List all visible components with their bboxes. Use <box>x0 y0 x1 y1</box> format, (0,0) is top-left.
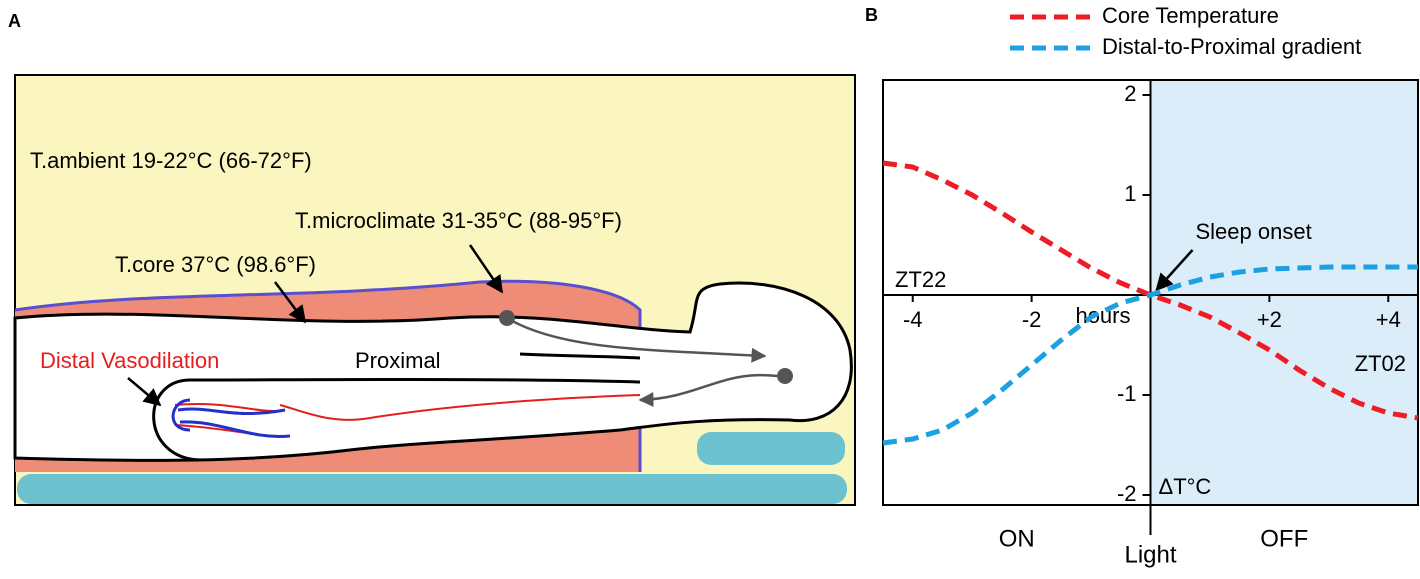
line <box>882 160 1419 421</box>
flow-arrow <box>506 316 767 363</box>
legend-label: Distal-to-Proximal gradient <box>1102 34 1361 59</box>
panel-b: B ON OFF Light -2 -1 1 2 -4 -2 +2 +4 hours ΔT°C ZT22 ZT… <box>865 3 1419 568</box>
arm-line <box>519 352 641 360</box>
flow-arrow <box>638 373 778 408</box>
core-label: T.core 37°C (98.6°F) <box>115 252 316 277</box>
y-tick-label: -2 <box>1117 481 1137 506</box>
y-tick-label: -1 <box>1117 381 1137 406</box>
region-label: ON <box>999 525 1035 552</box>
annotation: Sleep onset <box>1196 219 1312 244</box>
pointer <box>127 377 162 407</box>
x-tick-label: +4 <box>1376 307 1401 332</box>
y-tick-label: 2 <box>1124 81 1136 106</box>
region-label: OFF <box>1260 525 1308 552</box>
distal-label: Distal Vasodilation <box>40 348 219 373</box>
pointer <box>274 281 307 324</box>
y-tick-label: 1 <box>1124 181 1136 206</box>
sensor <box>777 368 793 384</box>
region <box>1150 80 1418 505</box>
legend-label: Core Temperature <box>1102 3 1279 28</box>
mattress <box>17 474 847 504</box>
x-tick-label: -4 <box>903 307 923 332</box>
ambient-label: T.ambient 19-22°C (66-72°F) <box>30 148 312 173</box>
annotation: ZT02 <box>1355 351 1406 376</box>
x-axis-label: hours <box>1075 303 1130 328</box>
panel-a: A T.ambient 19-22°C (66-72°F) T.microcli… <box>8 11 856 506</box>
pillow <box>697 432 845 465</box>
x-tick-label: -2 <box>1022 307 1042 332</box>
panel-label: A <box>8 11 21 31</box>
annotation: ZT22 <box>895 267 946 292</box>
x-tick-label: +2 <box>1257 307 1282 332</box>
blanket-edge <box>14 279 642 472</box>
onset-pointer <box>1155 249 1194 292</box>
body <box>13 281 853 462</box>
proximal-label: Proximal <box>355 348 441 373</box>
panel-label: B <box>865 5 878 25</box>
line <box>882 264 1418 446</box>
leg-line <box>152 378 641 462</box>
microclimate-label: T.microclimate 31-35°C (88-95°F) <box>295 208 622 233</box>
y-axis-label: ΔT°C <box>1159 474 1212 499</box>
veins <box>171 398 291 439</box>
light-label: Light <box>1124 541 1176 568</box>
pointer <box>468 244 504 294</box>
